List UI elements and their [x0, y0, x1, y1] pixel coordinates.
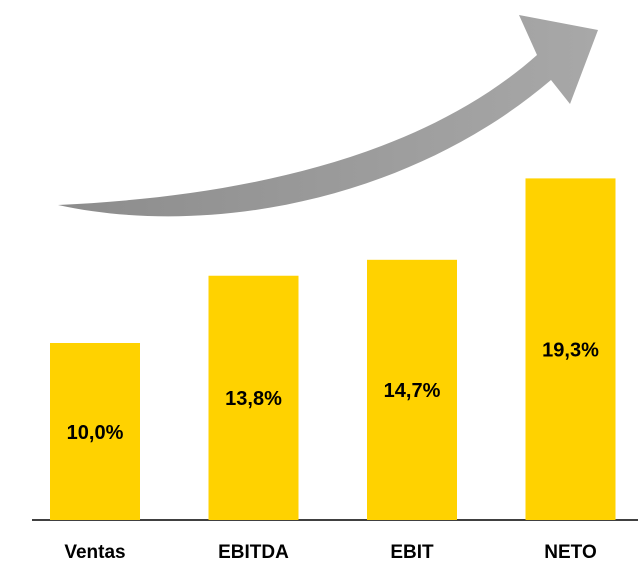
value-label: 14,7%	[384, 380, 441, 402]
trend-arrow	[58, 15, 598, 217]
bar	[367, 259, 457, 520]
x-tick-label: EBITDA	[218, 542, 289, 563]
value-label: 10,0%	[67, 422, 124, 444]
x-tick-label: NETO	[544, 542, 596, 563]
bar	[50, 343, 140, 520]
x-tick-label: EBIT	[390, 542, 434, 563]
x-tick-label: Ventas	[64, 542, 125, 563]
value-label: 13,8%	[225, 388, 282, 410]
bar	[525, 178, 616, 520]
value-label: 19,3%	[542, 339, 599, 361]
bar	[208, 275, 299, 520]
